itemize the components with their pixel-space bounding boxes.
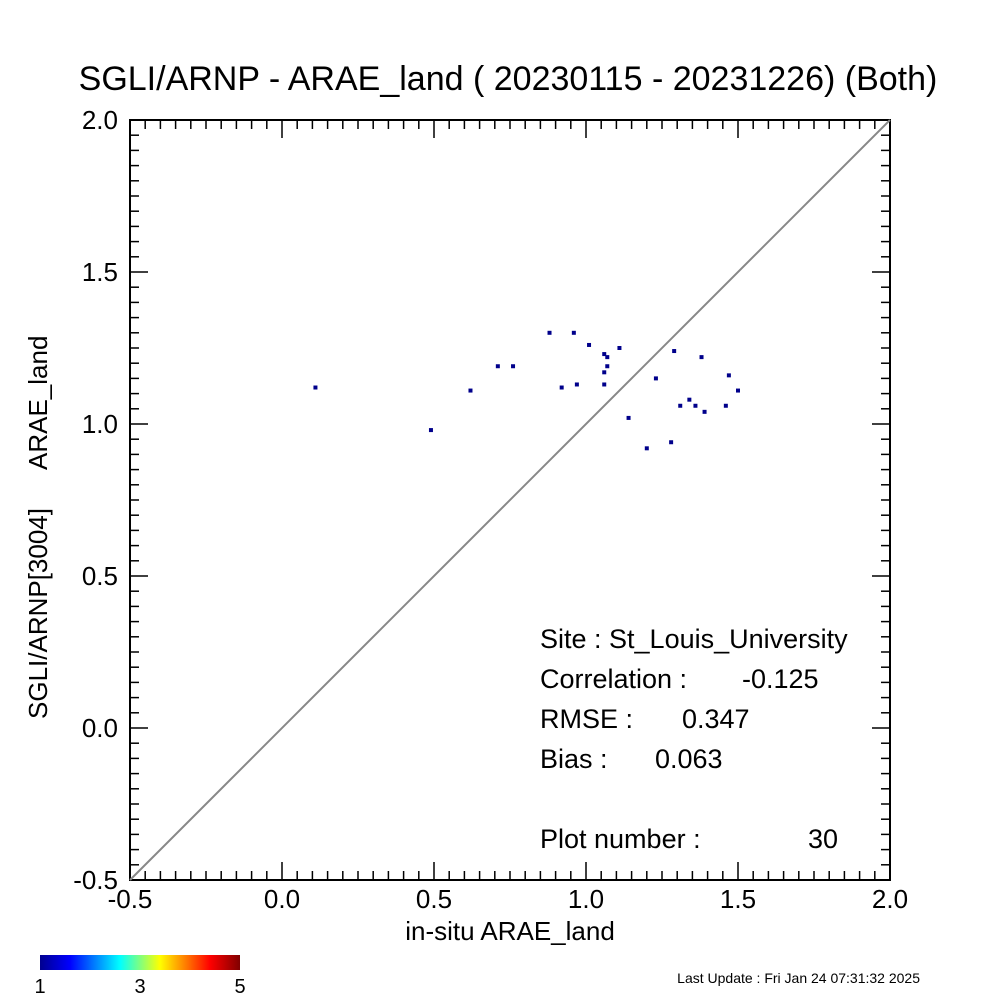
last-update-text: Last Update : Fri Jan 24 07:31:32 2025 [677,970,920,986]
scatter-point [602,370,607,375]
x-tick-label: -0.5 [108,884,153,914]
bias-value: 0.063 [655,744,723,774]
x-tick-label: 0.0 [264,884,300,914]
scatter-point [574,382,579,387]
scatter-point [653,376,658,381]
scatter-point [605,355,610,360]
scatter-point [495,364,500,369]
scatter-point [547,330,552,335]
plot-number-value: 30 [808,824,838,854]
scatter-point [605,364,610,369]
y-tick-label: 2.0 [82,105,118,135]
scatter-point [587,342,592,347]
correlation-value: -0.125 [742,664,819,694]
plot-number-label: Plot number : [540,824,701,854]
scatter-point [602,352,607,357]
x-tick-labels: -0.5 0.0 0.5 1.0 1.5 2.0 [108,884,908,914]
scatter-point [726,373,731,378]
y-axis-label-product: SGLI/ARNP[3004] [23,508,53,719]
scatter-point [678,403,683,408]
scatter-point [511,364,516,369]
y-tick-labels: -0.5 0.0 0.5 1.0 1.5 2.0 [73,105,118,895]
colorbar-tick-label: 5 [234,976,245,998]
minor-ticks [130,120,890,880]
scatter-point [693,403,698,408]
x-tick-label: 1.0 [568,884,604,914]
scatter-point [559,385,564,390]
scatter-point [699,355,704,360]
colorbar: 1 3 5 [34,955,246,998]
scatter-point [313,385,318,390]
colorbar-tick-label: 1 [34,976,45,998]
scatter-point [723,403,728,408]
colorbar-gradient [40,955,240,970]
rmse-label: RMSE : [540,704,633,734]
x-tick-label: 2.0 [872,884,908,914]
scatter-point [687,397,692,402]
scatter-point [617,346,622,350]
y-tick-label: 1.0 [82,409,118,439]
y-axis-label: SGLI/ARNP[3004] ARAE_land [23,336,53,719]
x-axis-label: in-situ ARAE_land [405,916,615,946]
scatter-point [626,415,631,420]
y-tick-label: 0.0 [82,713,118,743]
scatter-point [468,388,473,393]
y-axis-label-parameter: ARAE_land [23,336,53,470]
scatter-point [736,388,740,393]
bias-label: Bias : [540,744,608,774]
x-tick-label: 1.5 [720,884,756,914]
chart-title: SGLI/ARNP - ARAE_land ( 20230115 - 20231… [79,60,938,98]
scatter-point [571,330,576,335]
plot-frame [129,119,891,881]
scatter-point [428,428,433,433]
colorbar-tick-label: 3 [134,976,145,998]
y-tick-label: 1.5 [82,257,118,287]
scatter-point [702,409,707,414]
y-tick-label: 0.5 [82,561,118,591]
stats-box: Site : St_Louis_University Correlation :… [540,624,848,854]
scatter-point [672,349,677,354]
scatter-point [669,440,674,445]
y-tick-label: -0.5 [73,865,118,895]
scatter-point [644,446,649,451]
rmse-value: 0.347 [682,704,750,734]
one-to-one-line [129,119,891,881]
x-tick-label: 0.5 [416,884,452,914]
scatter-point [602,382,607,387]
correlation-label: Correlation : [540,664,687,694]
site-text: Site : St_Louis_University [540,624,848,654]
points-layer [313,330,740,451]
